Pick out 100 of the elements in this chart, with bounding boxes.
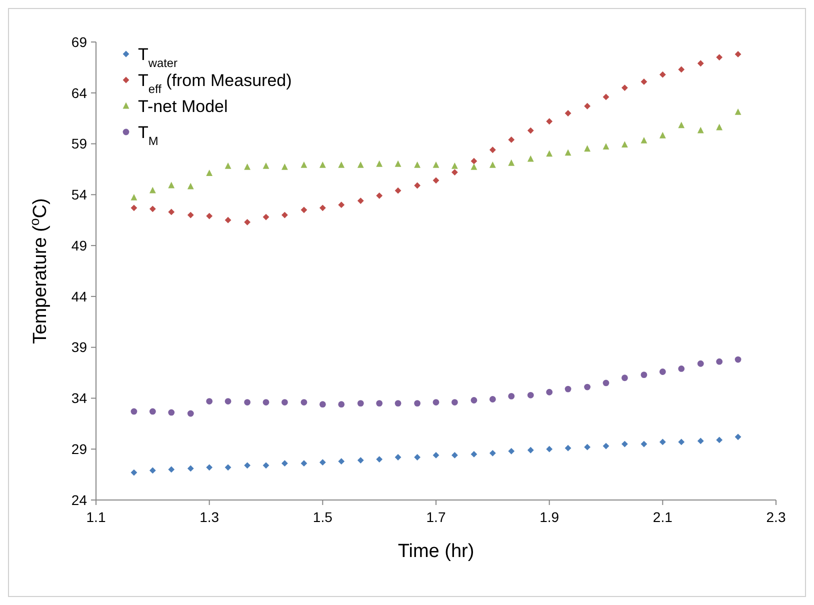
point [282, 163, 288, 170]
point [527, 127, 534, 134]
point [508, 448, 515, 454]
point [734, 434, 742, 440]
point [564, 444, 572, 452]
point [168, 208, 175, 216]
point [300, 206, 308, 214]
point [319, 204, 326, 212]
point [224, 162, 232, 169]
point [414, 161, 420, 168]
point [678, 366, 685, 372]
point [452, 162, 458, 169]
point [546, 118, 553, 125]
point [622, 141, 628, 148]
point [508, 392, 515, 400]
point [697, 126, 704, 134]
point [659, 71, 666, 78]
point [130, 469, 138, 476]
y-tick-label: 49 [71, 237, 88, 254]
point [149, 467, 156, 474]
point [262, 399, 270, 406]
y-tick-label: 44 [71, 288, 88, 304]
point [394, 187, 402, 194]
point [187, 182, 194, 190]
point [470, 163, 478, 170]
point [640, 372, 648, 378]
point [282, 212, 288, 218]
point [262, 214, 270, 220]
y-tick-label: 69 [71, 34, 88, 50]
point [168, 409, 175, 416]
point [432, 161, 440, 168]
point [489, 146, 496, 154]
x-tick-label: 1.1 [86, 509, 106, 525]
point [376, 400, 383, 407]
point [564, 386, 572, 392]
point [622, 440, 628, 448]
y-tick-label: 64 [71, 84, 88, 101]
point [470, 397, 478, 404]
point [546, 388, 553, 396]
point [168, 466, 175, 473]
point [376, 456, 383, 462]
point [187, 465, 194, 472]
point [357, 161, 364, 168]
point [508, 159, 515, 166]
point [602, 380, 610, 386]
point [414, 400, 420, 407]
point [489, 161, 496, 168]
point [584, 102, 590, 110]
point [224, 216, 232, 224]
legend-label: T$_{M}$ [138, 122, 158, 148]
x-tick-label: 1.3 [200, 509, 220, 525]
point [149, 408, 156, 415]
point [432, 177, 440, 184]
point [640, 440, 648, 448]
point [206, 170, 213, 176]
point [338, 161, 345, 168]
point [206, 398, 213, 404]
point [338, 202, 345, 208]
point [734, 51, 742, 58]
point [319, 401, 326, 408]
point [716, 124, 723, 130]
point [697, 438, 704, 444]
y-tick-label: 54 [71, 186, 88, 203]
point [640, 78, 648, 85]
point [149, 186, 156, 194]
point [187, 212, 194, 218]
point [394, 400, 402, 407]
point [282, 399, 288, 406]
point [564, 149, 572, 156]
point [527, 392, 534, 398]
point [527, 446, 534, 454]
point [546, 446, 553, 452]
y-tick-label: 29 [71, 441, 88, 458]
point [584, 145, 590, 152]
point [470, 451, 478, 458]
point [244, 462, 250, 469]
point [300, 399, 308, 406]
point [357, 457, 364, 464]
point [716, 54, 723, 60]
point [244, 399, 250, 406]
x-tick-label: 1.9 [540, 509, 560, 525]
y-tick-label: 59 [71, 136, 88, 152]
point [602, 143, 610, 150]
point [659, 438, 666, 446]
point [319, 459, 326, 466]
legend-label: T$_{eff}$ (from Measured) [138, 70, 292, 96]
y-tick-label: 39 [71, 339, 88, 356]
y-tick-label: 24 [71, 492, 88, 508]
point [300, 460, 308, 467]
point [659, 368, 666, 375]
point [432, 399, 440, 406]
x-axis-title: Time (hr) [398, 541, 474, 562]
x-tick-label: 1.7 [426, 509, 446, 525]
point [678, 438, 685, 446]
point [584, 384, 590, 390]
point [130, 408, 138, 415]
point [130, 194, 138, 200]
point [622, 374, 628, 382]
point [376, 160, 383, 167]
point [489, 450, 496, 456]
